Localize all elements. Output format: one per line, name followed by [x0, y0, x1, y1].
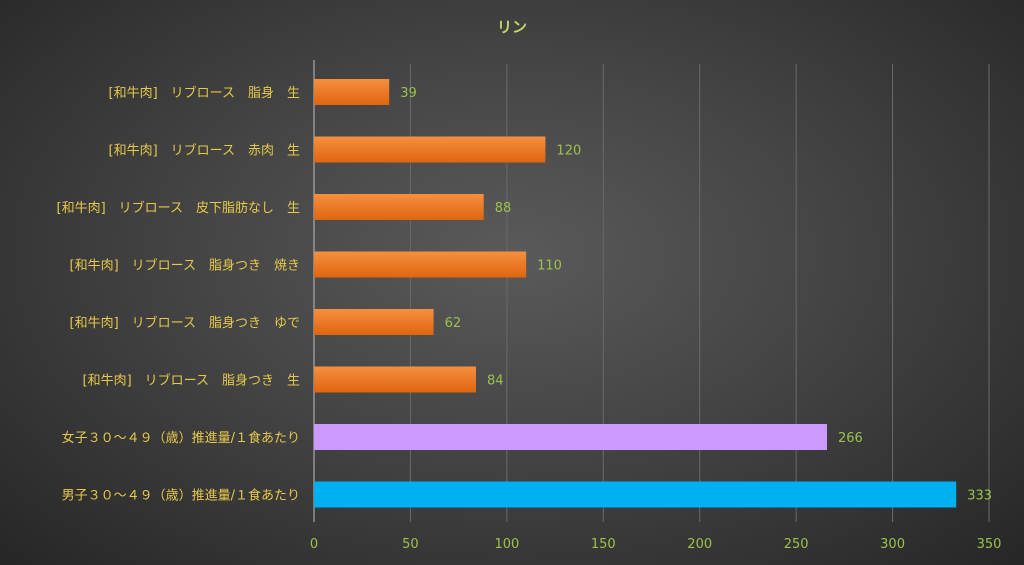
category-label: [和牛肉] リブロース 脂身つき 生 — [83, 373, 301, 389]
data-label: 266 — [838, 431, 863, 446]
data-label: 333 — [967, 489, 992, 504]
x-tick-label: 50 — [402, 537, 419, 552]
category-label: [和牛肉] リブロース 脂身つき 焼き — [70, 258, 301, 274]
labels: 0 50 100 150 200 250 300 350 39 [和牛肉] リブロース 脂身 生 1… — [57, 85, 1002, 552]
category-label: [和牛肉] リブロース 脂身 生 — [109, 85, 301, 101]
x-tick-label: 350 — [977, 537, 1002, 552]
data-label: 84 — [487, 374, 504, 389]
category-label: [和牛肉] リブロース 脂身つき ゆで — [70, 315, 301, 331]
x-tick-label: 200 — [687, 537, 712, 552]
x-tick-label: 0 — [310, 537, 318, 552]
chart-title: リン — [497, 18, 527, 36]
x-tick-label: 300 — [880, 537, 905, 552]
data-label: 39 — [400, 86, 417, 101]
bar — [314, 309, 434, 335]
bar — [314, 481, 957, 508]
category-label: [和牛肉] リブロース 赤肉 生 — [109, 143, 301, 159]
bar — [314, 136, 546, 163]
bar — [314, 251, 527, 278]
bars — [314, 79, 957, 508]
data-label: 110 — [537, 259, 562, 274]
category-label: [和牛肉] リブロース 皮下脂肪なし 生 — [57, 200, 301, 216]
category-label: 女子３０～４９（歳）推進量/１食あたり — [62, 430, 300, 446]
bar — [314, 366, 476, 393]
bar — [314, 424, 827, 450]
x-tick-label: 100 — [494, 537, 519, 552]
x-tick-label: 150 — [591, 537, 616, 552]
x-tick-label: 250 — [784, 537, 809, 552]
data-label: 62 — [445, 316, 462, 331]
gridlines — [313, 60, 990, 522]
data-label: 120 — [556, 144, 581, 159]
data-label: 88 — [495, 201, 512, 216]
bar — [314, 79, 390, 105]
category-label: 男子３０～４９（歳）推進量/１食あたり — [62, 488, 300, 504]
bar — [314, 194, 484, 220]
